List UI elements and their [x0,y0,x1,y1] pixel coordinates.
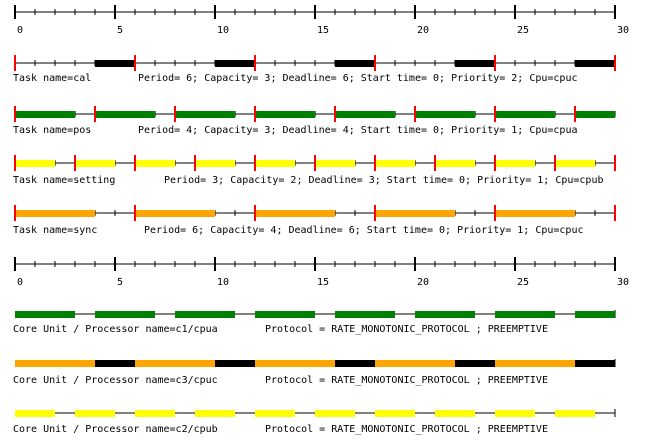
task-row-pos: Task name=pos Period= 4; Capacity= 3; De… [13,106,616,136]
processor-busy-bar [15,360,95,367]
processor-busy-bar [95,311,155,318]
axis-tick-label: 20 [417,277,429,288]
processor-busy-bar [335,360,375,367]
processor-busy-bar [135,410,175,417]
processor-busy-bar [195,410,235,417]
axis-tick-label: 10 [217,277,229,288]
task-params-label: Period= 6; Capacity= 3; Deadline= 6; Sta… [138,73,578,84]
top-time-axis: 0 5 10 15 20 25 30 [14,5,629,36]
processor-row-c2: Core Unit / Processor name=c2/cpub Proto… [13,409,616,435]
processor-busy-bar [555,410,595,417]
processor-busy-bar [335,311,395,318]
execution-bar [15,210,95,217]
execution-bar [455,60,495,67]
processor-row-c1: Core Unit / Processor name=c1/cpua Proto… [13,310,616,335]
processor-busy-bar [575,360,615,367]
axis-tick-label: 0 [17,25,23,36]
processor-busy-bar [215,360,255,367]
execution-bar [15,160,55,167]
bottom-time-axis: 0 5 10 15 20 25 30 [14,257,629,288]
processor-busy-bar [375,360,455,367]
task-params-label: Period= 4; Capacity= 3; Deadline= 4; Sta… [138,125,578,136]
processor-busy-bar [15,410,55,417]
execution-bar [215,60,255,67]
processor-busy-bar [455,360,495,367]
task-row-sync: Task name=sync Period= 6; Capacity= 4; D… [13,205,616,236]
processor-busy-bar [375,410,415,417]
processor-busy-bar [495,311,555,318]
processor-busy-bar [75,410,115,417]
execution-bar [575,60,615,67]
processor-busy-bar [415,311,475,318]
execution-bar [175,111,235,118]
processor-busy-bar [315,410,355,417]
processor-busy-bar [15,311,75,318]
execution-bar [195,160,235,167]
execution-bar [95,60,135,67]
execution-bar [495,111,555,118]
execution-bar [375,210,455,217]
task-name-label: Task name=pos [13,125,91,136]
axis-tick-label: 30 [617,25,629,36]
execution-bar [15,111,75,118]
task-row-setting: Task name=setting Period= 3; Capacity= 2… [13,155,616,186]
task-name-label: Task name=cal [13,73,91,84]
processor-busy-bar [495,360,575,367]
execution-bar [415,111,475,118]
processor-busy-bar [575,311,615,318]
axis-tick-label: 25 [517,277,529,288]
execution-bar [335,60,375,67]
processor-row-c3: Core Unit / Processor name=c3/cpuc Proto… [13,359,616,386]
axis-tick-label: 25 [517,25,529,36]
processor-label: Core Unit / Processor name=c2/cpub [13,424,218,435]
task-params-label: Period= 6; Capacity= 4; Deadline= 6; Sta… [144,225,584,236]
processor-busy-bar [255,311,315,318]
processor-busy-bar [255,360,335,367]
processor-busy-bar [175,311,235,318]
processor-busy-bar [95,360,135,367]
execution-bar [95,111,155,118]
execution-bar [315,160,355,167]
task-name-label: Task name=setting [13,175,115,186]
processor-label: Core Unit / Processor name=c1/cpua [13,324,218,335]
execution-bar [375,160,415,167]
axis-tick-label: 0 [17,277,23,288]
axis-tick-label: 5 [117,25,123,36]
processor-busy-bar [435,410,475,417]
processor-protocol: Protocol = RATE_MONOTONIC_PROTOCOL ; PRE… [265,424,548,435]
execution-bar [255,210,335,217]
processor-protocol: Protocol = RATE_MONOTONIC_PROTOCOL ; PRE… [265,324,548,335]
task-row-cal: Task name=cal Period= 6; Capacity= 3; De… [13,55,616,84]
execution-bar [135,160,175,167]
execution-bar [135,210,215,217]
execution-bar [495,160,535,167]
execution-bar [555,160,595,167]
processor-protocol: Protocol = RATE_MONOTONIC_PROTOCOL ; PRE… [265,375,548,386]
axis-tick-label: 15 [317,25,329,36]
execution-bar [335,111,395,118]
axis-tick-label: 5 [117,277,123,288]
execution-bar [495,210,575,217]
processor-busy-bar [495,410,535,417]
processor-busy-bar [135,360,215,367]
axis-tick-label: 30 [617,277,629,288]
task-params-label: Period= 3; Capacity= 2; Deadline= 3; Sta… [164,175,604,186]
execution-bar [575,111,615,118]
axis-tick-label: 10 [217,25,229,36]
processor-busy-bar [255,410,295,417]
execution-bar [75,160,115,167]
processor-label: Core Unit / Processor name=c3/cpuc [13,375,218,386]
axis-tick-label: 20 [417,25,429,36]
execution-bar [435,160,475,167]
task-name-label: Task name=sync [13,225,97,236]
execution-bar [255,111,315,118]
axis-tick-label: 15 [317,277,329,288]
execution-bar [255,160,295,167]
